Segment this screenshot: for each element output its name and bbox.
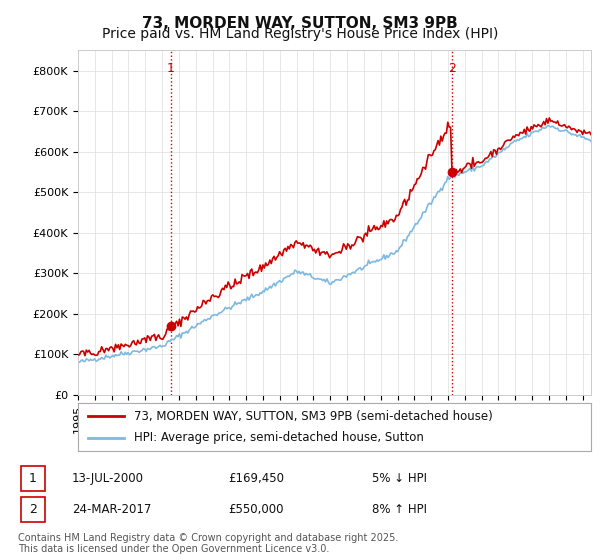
Text: 1: 1 xyxy=(167,62,175,75)
Text: £169,450: £169,450 xyxy=(228,472,284,486)
Text: 5% ↓ HPI: 5% ↓ HPI xyxy=(372,472,427,486)
Text: 2: 2 xyxy=(29,503,37,516)
Text: 73, MORDEN WAY, SUTTON, SM3 9PB (semi-detached house): 73, MORDEN WAY, SUTTON, SM3 9PB (semi-de… xyxy=(134,409,493,423)
Text: 1: 1 xyxy=(29,472,37,486)
Text: Contains HM Land Registry data © Crown copyright and database right 2025.
This d: Contains HM Land Registry data © Crown c… xyxy=(18,533,398,554)
Text: Price paid vs. HM Land Registry's House Price Index (HPI): Price paid vs. HM Land Registry's House … xyxy=(102,27,498,41)
Text: 2: 2 xyxy=(448,62,456,75)
Text: £550,000: £550,000 xyxy=(228,503,284,516)
FancyBboxPatch shape xyxy=(21,497,45,522)
Text: 8% ↑ HPI: 8% ↑ HPI xyxy=(372,503,427,516)
Text: HPI: Average price, semi-detached house, Sutton: HPI: Average price, semi-detached house,… xyxy=(134,431,424,445)
Text: 13-JUL-2000: 13-JUL-2000 xyxy=(72,472,144,486)
Text: 24-MAR-2017: 24-MAR-2017 xyxy=(72,503,151,516)
FancyBboxPatch shape xyxy=(21,466,45,492)
Text: 73, MORDEN WAY, SUTTON, SM3 9PB: 73, MORDEN WAY, SUTTON, SM3 9PB xyxy=(142,16,458,31)
